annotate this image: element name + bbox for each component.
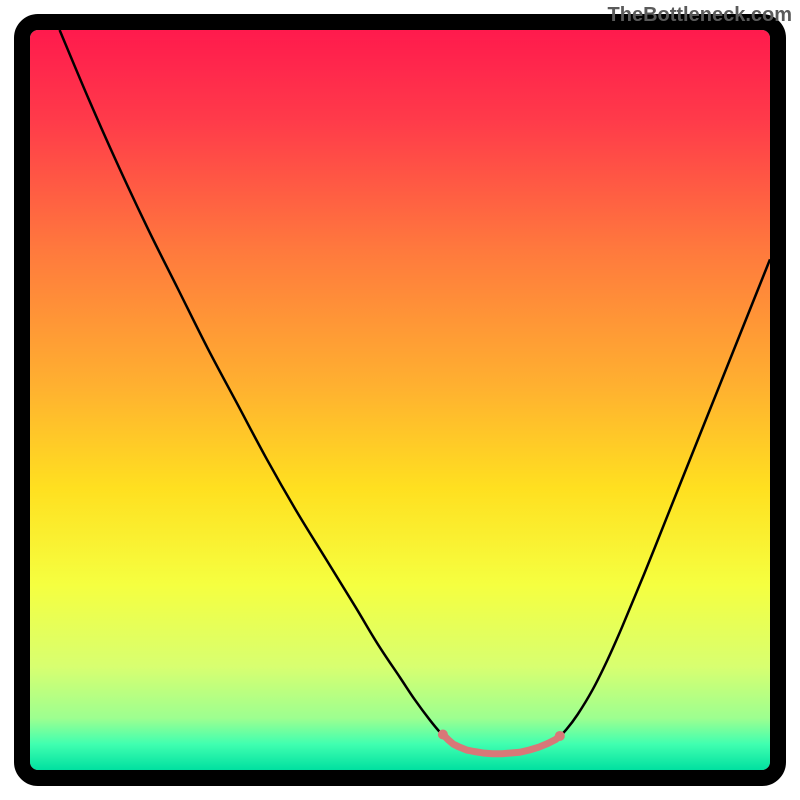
gradient-background <box>30 30 770 770</box>
chart-canvas <box>0 0 800 800</box>
watermark-text: TheBottleneck.com <box>608 4 792 27</box>
valley-end-dot <box>555 731 565 741</box>
valley-start-dot <box>438 729 448 739</box>
bottleneck-chart: TheBottleneck.com <box>0 0 800 800</box>
